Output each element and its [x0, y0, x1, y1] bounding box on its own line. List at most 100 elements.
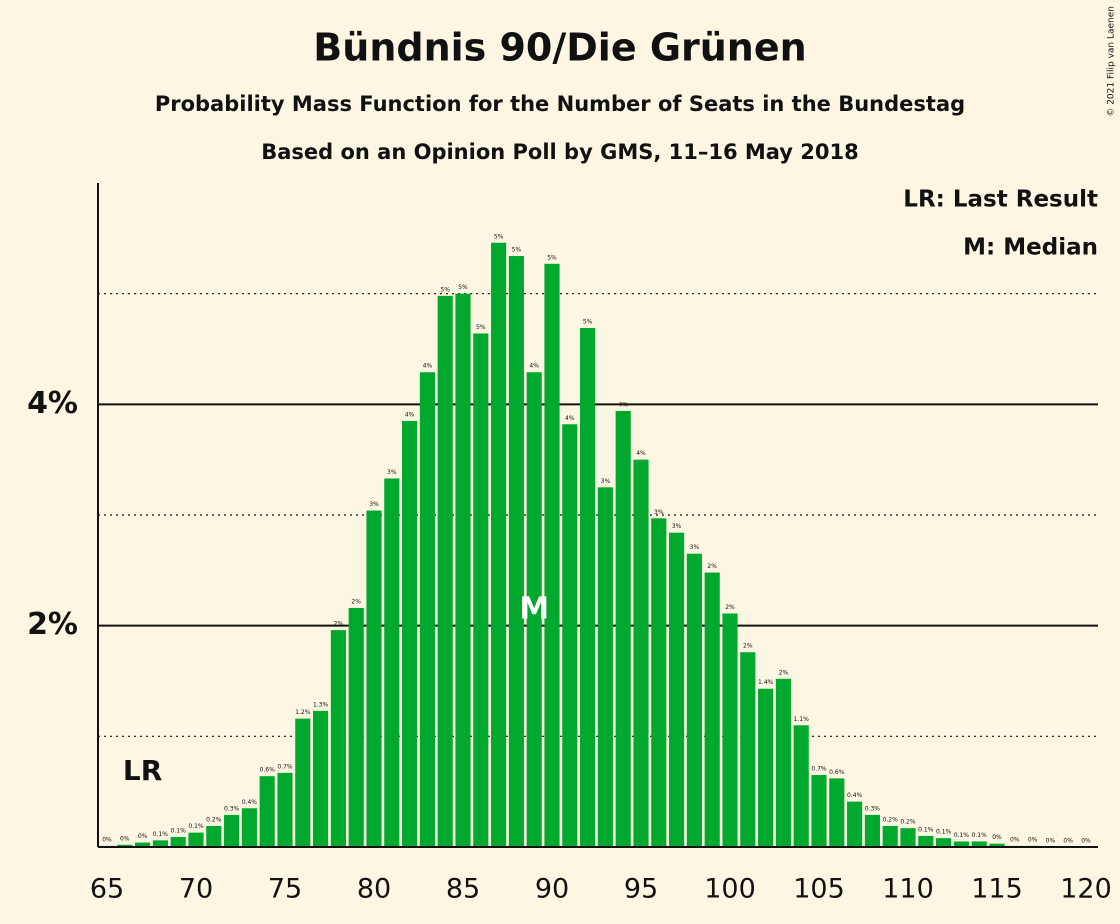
- bar: [508, 256, 524, 847]
- value-label: 2%: [743, 643, 753, 650]
- value-label: 3%: [654, 509, 664, 516]
- bar: [722, 613, 738, 847]
- value-label: 2%: [334, 621, 344, 628]
- bar: [562, 424, 578, 847]
- bar: [491, 242, 507, 847]
- bar: [740, 652, 756, 847]
- value-label: 4%: [565, 415, 575, 422]
- legend-entry: LR: Last Result: [903, 187, 1098, 213]
- value-label: 2%: [707, 563, 717, 570]
- bar: [953, 841, 969, 847]
- bar: [206, 825, 222, 847]
- value-label: 0%: [1063, 838, 1073, 845]
- value-label: 2%: [351, 598, 361, 605]
- value-label: 0.1%: [972, 832, 988, 839]
- chart-subtitle: Probability Mass Function for the Number…: [155, 92, 965, 116]
- x-tick-label: 120: [1060, 874, 1112, 905]
- x-tick-label: 115: [971, 874, 1023, 905]
- value-label: 0.7%: [277, 763, 293, 770]
- bar: [971, 841, 987, 847]
- value-label: 0%: [1046, 838, 1056, 845]
- bar: [348, 607, 364, 847]
- value-label: 0.3%: [224, 805, 240, 812]
- bar: [918, 835, 934, 847]
- value-label: 0.7%: [811, 766, 827, 773]
- value-label: 1.2%: [295, 709, 311, 716]
- bar: [580, 327, 596, 847]
- value-label: 0%: [1081, 838, 1091, 845]
- value-label: 5%: [440, 286, 450, 293]
- value-label: 0.3%: [865, 805, 881, 812]
- bar: [117, 844, 133, 847]
- value-label: 0.6%: [260, 767, 276, 774]
- bar: [402, 420, 418, 847]
- x-tick-label: 90: [535, 874, 569, 905]
- value-label: 5%: [476, 324, 486, 331]
- bar: [526, 372, 542, 847]
- bar: [384, 478, 400, 847]
- value-label: 0.1%: [918, 826, 934, 833]
- bar: [615, 410, 631, 847]
- value-label: 4%: [405, 411, 415, 418]
- chart-note: Based on an Opinion Poll by GMS, 11–16 M…: [261, 140, 859, 164]
- value-label: 1.4%: [758, 679, 774, 686]
- value-label: 0.2%: [883, 816, 899, 823]
- bar: [864, 814, 880, 847]
- value-label: 0.1%: [171, 828, 187, 835]
- median-marker: M: [519, 592, 549, 627]
- bar: [419, 372, 435, 847]
- value-label: 3%: [690, 544, 700, 551]
- bar: [437, 295, 453, 847]
- bar: [188, 832, 204, 847]
- bar: [651, 518, 667, 847]
- value-label: 5%: [458, 284, 468, 291]
- value-label: 4%: [636, 450, 646, 457]
- bar: [295, 718, 311, 847]
- value-label: 0.6%: [829, 769, 845, 776]
- value-label: 0%: [992, 834, 1002, 841]
- bar: [900, 828, 916, 847]
- value-label: 0.1%: [188, 823, 204, 830]
- last-result-marker: LR: [123, 754, 162, 787]
- value-label: 3%: [601, 478, 611, 485]
- x-tick-label: 70: [179, 874, 213, 905]
- value-label: 1.3%: [313, 701, 329, 708]
- value-label: 0.1%: [936, 829, 952, 836]
- value-label: 0.1%: [153, 831, 169, 838]
- bar: [882, 825, 898, 847]
- value-label: 0.4%: [847, 792, 863, 799]
- value-label: 4%: [529, 363, 539, 370]
- x-tick-label: 80: [357, 874, 391, 905]
- value-label: 3%: [387, 469, 397, 476]
- bar: [241, 808, 257, 847]
- bar: [224, 814, 240, 847]
- bar: [989, 843, 1005, 847]
- x-tick-label: 100: [704, 874, 756, 905]
- value-label: 0%: [1010, 836, 1020, 843]
- value-label: 5%: [583, 318, 593, 325]
- bar: [669, 532, 685, 847]
- bar: [686, 553, 702, 847]
- bar: [152, 840, 168, 847]
- value-label: 4%: [618, 401, 628, 408]
- bar: [313, 710, 329, 847]
- y-tick-label: 2%: [27, 607, 78, 642]
- bar: [455, 293, 471, 848]
- x-tick-label: 95: [624, 874, 658, 905]
- value-label: 2%: [725, 604, 735, 611]
- legend-entry: M: Median: [963, 235, 1098, 261]
- value-label: 0.1%: [954, 832, 970, 839]
- bar: [473, 333, 489, 847]
- bar: [793, 725, 809, 847]
- value-label: 5%: [547, 254, 557, 261]
- bar: [936, 838, 952, 847]
- bar: [544, 263, 560, 848]
- value-label: 0.2%: [206, 816, 222, 823]
- x-tick-label: 65: [90, 874, 124, 905]
- value-label: 0.4%: [242, 799, 258, 806]
- value-label: 4%: [423, 363, 433, 370]
- value-label: 5%: [494, 233, 504, 240]
